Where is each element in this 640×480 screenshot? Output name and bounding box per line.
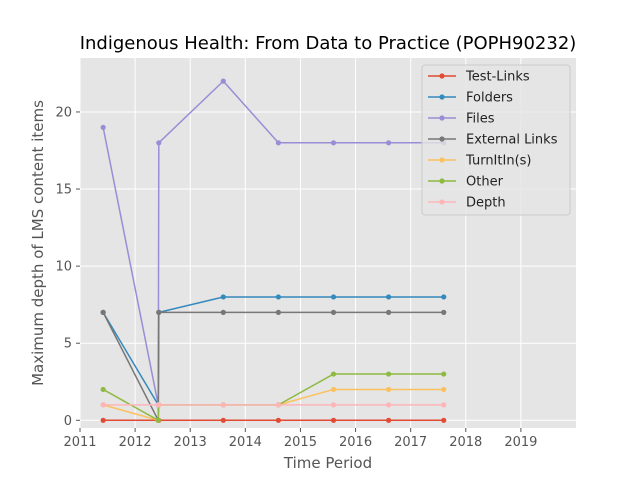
data-point-test-links <box>386 417 392 423</box>
data-point-external-links <box>441 309 447 315</box>
y-axis-label: Maximum depth of LMS content items <box>29 100 47 386</box>
x-tick-label: 2019 <box>504 435 537 450</box>
data-point-test-links <box>100 417 106 423</box>
data-point-external-links <box>156 309 162 315</box>
data-point-external-links <box>330 309 337 315</box>
data-point-folders <box>220 294 226 300</box>
data-point-depth <box>156 402 162 408</box>
legend-item-depth: Depth <box>428 196 506 211</box>
legend-label: Folders <box>466 91 513 106</box>
legend-marker <box>439 115 445 121</box>
legend-label: Files <box>466 112 495 127</box>
data-point-depth <box>100 402 106 408</box>
data-point-depth <box>441 402 447 408</box>
data-point-files <box>386 140 392 146</box>
y-axis-ticks: 0 5 10 15 20 <box>55 105 80 429</box>
data-point-external-links <box>386 309 392 315</box>
data-point-test-links <box>441 417 447 423</box>
grid-lines <box>79 58 576 428</box>
legend-item-test-links: Test-Links <box>428 70 530 85</box>
data-point-depth <box>386 402 392 408</box>
x-tick-label: 2017 <box>394 435 427 450</box>
data-point-turnitin-s <box>330 386 337 393</box>
data-point-external-links <box>100 309 106 315</box>
data-point-test-links <box>220 417 226 423</box>
data-point-depth <box>220 402 226 408</box>
data-point-depth <box>330 402 337 408</box>
legend-label: Other <box>466 175 504 190</box>
x-tick-label: 2013 <box>174 435 207 450</box>
data-point-other <box>386 371 392 377</box>
x-tick-label: 2018 <box>449 435 482 450</box>
legend-item-external-links: External Links <box>428 133 558 148</box>
data-point-external-links <box>275 309 281 315</box>
x-tick-label: 2011 <box>63 435 96 450</box>
y-tick-label: 20 <box>55 105 72 120</box>
x-axis-ticks: 2011 2012 2013 2014 2015 2016 2017 2018 2019 <box>63 428 537 450</box>
legend-label: Test-Links <box>465 70 530 85</box>
legend: Test-Links Folders Files External Links Turn… <box>421 64 571 216</box>
data-point-files <box>220 78 226 84</box>
x-axis-label: Time Period <box>283 454 372 472</box>
legend-marker <box>439 94 445 100</box>
legend-box <box>421 64 571 216</box>
chart-title: Indigenous Health: From Data to Practice… <box>80 33 577 54</box>
legend-marker <box>439 199 445 205</box>
legend-marker <box>439 178 445 184</box>
y-tick-label: 15 <box>55 183 72 198</box>
y-tick-label: 5 <box>64 337 72 352</box>
data-point-files <box>330 140 337 146</box>
data-point-other <box>155 417 161 423</box>
series-depth <box>100 402 447 408</box>
x-tick-label: 2012 <box>119 435 152 450</box>
legend-label: External Links <box>466 133 558 148</box>
data-point-test-links <box>275 417 281 423</box>
data-point-external-links <box>220 309 226 315</box>
legend-item-folders: Folders <box>428 91 513 106</box>
data-point-folders <box>441 294 447 300</box>
data-point-depth <box>275 402 281 408</box>
data-point-files <box>275 140 281 146</box>
legend-item-turnitin-s: TurnItIn(s) <box>428 154 531 169</box>
data-point-other <box>330 371 337 377</box>
data-point-files <box>100 124 106 130</box>
legend-marker <box>439 73 445 79</box>
x-tick-label: 2015 <box>284 435 317 450</box>
data-point-files <box>156 140 162 146</box>
legend-label: Depth <box>466 196 506 211</box>
legend-marker <box>439 157 445 163</box>
data-point-test-links <box>330 417 337 423</box>
x-tick-label: 2016 <box>339 435 372 450</box>
data-point-folders <box>330 294 337 300</box>
legend-marker <box>439 136 445 142</box>
x-tick-label: 2014 <box>229 435 262 450</box>
y-tick-label: 10 <box>55 260 72 275</box>
legend-item-files: Files <box>428 112 495 127</box>
data-point-folders <box>386 294 392 300</box>
data-point-other <box>441 371 447 377</box>
y-tick-label: 0 <box>64 414 72 429</box>
legend-label: TurnItIn(s) <box>465 154 531 169</box>
data-point-folders <box>275 294 281 300</box>
data-point-turnitin-s <box>386 386 392 393</box>
data-point-turnitin-s <box>441 386 447 393</box>
legend-item-other: Other <box>428 175 504 190</box>
data-point-other <box>100 386 106 393</box>
series-layer <box>100 78 447 423</box>
